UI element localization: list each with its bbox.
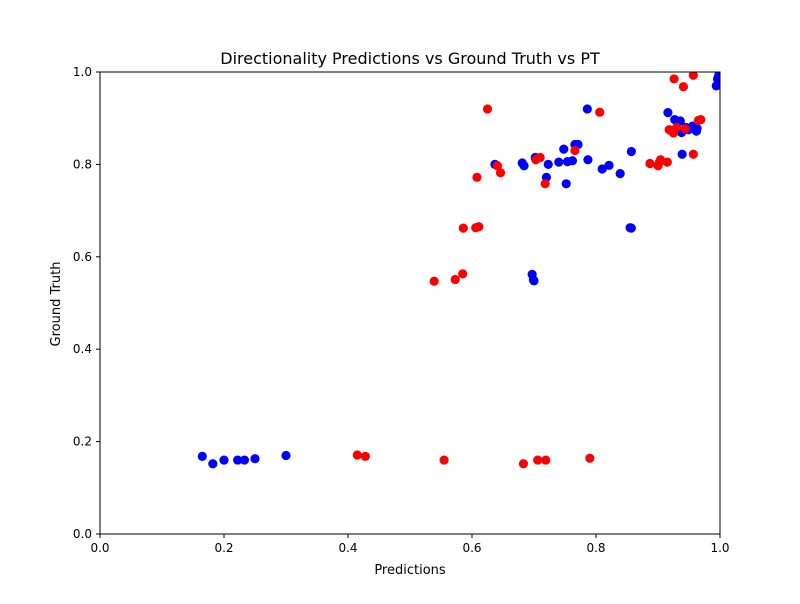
data-point-series-1 [554, 157, 564, 167]
data-point-series-2 [472, 172, 482, 182]
data-point-series-2 [535, 152, 545, 163]
data-point-series-2 [492, 161, 503, 171]
data-point-series-1 [208, 459, 218, 469]
data-point-series-1 [561, 179, 571, 189]
data-point-series-1 [197, 451, 207, 461]
data-point-series-1 [583, 155, 593, 165]
data-point-series-1 [626, 146, 636, 157]
y-tick-label: 0.2 [73, 435, 92, 449]
data-points [197, 72, 720, 469]
data-point-series-1 [677, 149, 687, 159]
data-point-series-2 [662, 157, 672, 167]
data-point-series-1 [582, 104, 592, 114]
chart-title: Directionality Predictions vs Ground Tru… [220, 49, 600, 68]
data-point-series-2 [360, 451, 370, 461]
data-point-series-1 [692, 123, 702, 133]
data-point-series-2 [533, 455, 543, 465]
data-point-series-2 [669, 74, 679, 84]
data-point-series-2 [518, 459, 529, 469]
data-point-series-2 [540, 179, 550, 189]
data-point-series-2 [450, 274, 460, 285]
data-point-series-1 [519, 161, 529, 171]
y-tick-label: 1.0 [73, 65, 92, 79]
data-point-series-2 [495, 168, 506, 178]
data-point-series-1 [626, 223, 636, 233]
y-tick-label: 0.8 [73, 157, 92, 171]
data-point-series-1 [663, 108, 673, 118]
data-point-series-2 [458, 223, 468, 233]
y-tick-label: 0.0 [73, 527, 92, 541]
data-point-series-2 [570, 145, 580, 156]
data-point-series-1 [233, 455, 243, 465]
data-point-series-2 [678, 82, 689, 92]
data-point-series-2 [541, 455, 551, 465]
data-point-series-2 [680, 124, 690, 134]
data-point-series-2 [439, 455, 449, 465]
data-point-series-2 [458, 269, 468, 279]
data-point-series-1 [239, 455, 250, 465]
data-point-series-1 [604, 160, 614, 170]
data-point-series-1 [711, 81, 720, 91]
x-tick-label: 0.6 [462, 541, 481, 555]
data-point-series-2 [595, 107, 605, 117]
data-point-series-1 [543, 159, 553, 169]
data-point-series-1 [597, 164, 607, 174]
data-point-series-2 [429, 276, 439, 286]
y-tick-label: 0.4 [73, 342, 92, 356]
data-point-series-1 [615, 169, 625, 179]
data-point-series-2 [474, 222, 484, 232]
y-tick-label: 0.6 [73, 250, 92, 264]
data-point-series-2 [645, 158, 655, 169]
data-point-series-1 [567, 156, 578, 166]
data-point-series-2 [672, 122, 682, 133]
data-point-series-1 [250, 454, 260, 464]
data-point-series-2 [688, 149, 698, 159]
data-point-series-2 [696, 114, 706, 125]
data-point-series-1 [281, 450, 291, 461]
x-tick-label: 0.2 [214, 541, 233, 555]
data-point-series-1 [529, 276, 539, 286]
x-tick-label: 1.0 [710, 541, 729, 555]
data-point-series-1 [714, 72, 720, 80]
plot-area: 0.0 0.2 0.4 0.6 0.8 1.0 0.0 0.2 0.4 0.6 0.8 1.0 [73, 65, 730, 555]
data-point-series-2 [585, 453, 595, 463]
data-point-series-2 [352, 450, 362, 460]
x-tick-label: 0.4 [338, 541, 357, 555]
x-axis-label: Predictions [374, 563, 446, 578]
data-point-series-1 [559, 144, 569, 154]
x-tick-label: 0.0 [90, 541, 109, 555]
y-axis-label: Ground Truth [49, 262, 64, 347]
data-point-series-2 [688, 72, 698, 80]
data-point-series-1 [219, 455, 229, 465]
x-tick-label: 0.8 [586, 541, 605, 555]
data-point-series-2 [482, 104, 493, 114]
axes-frame [99, 71, 721, 535]
